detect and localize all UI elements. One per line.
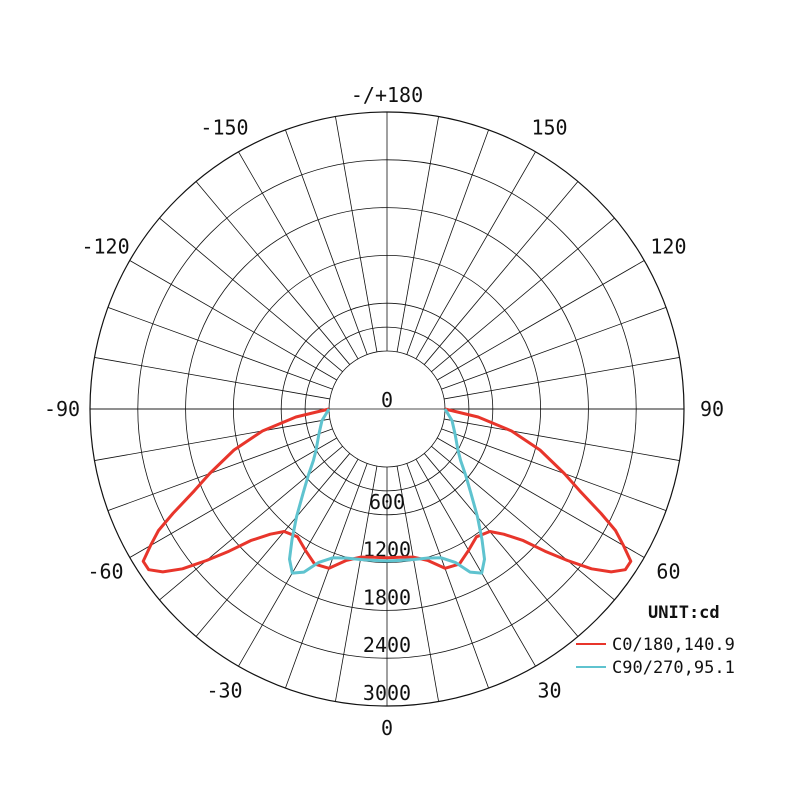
grid-spoke: [107, 428, 333, 511]
radial-tick-label: 0: [381, 388, 393, 412]
angle-label: 90: [700, 397, 724, 421]
grid-spoke: [437, 260, 645, 381]
grid-spoke: [431, 445, 615, 601]
grid-spoke: [238, 459, 359, 667]
angle-label: 60: [656, 560, 680, 584]
angle-label: 0: [381, 716, 393, 740]
angle-label: -150: [200, 116, 248, 140]
grid-spoke: [431, 217, 615, 373]
angle-label: -/+180: [351, 83, 423, 107]
angle-label: -30: [206, 678, 242, 702]
grid-spoke: [406, 129, 489, 355]
legend: UNIT:cd C0/180,140.9 C90/270,95.1: [576, 603, 735, 678]
grid-spoke: [107, 307, 333, 390]
grid-spoke: [159, 217, 343, 373]
series-curve-0: [141, 407, 633, 574]
radial-tick-label: 2400: [363, 633, 411, 657]
grid-spoke: [415, 151, 536, 359]
angle-label: -120: [81, 235, 129, 259]
grid-spoke: [437, 437, 645, 558]
grid-spoke: [159, 445, 343, 601]
grid-spoke: [129, 437, 337, 558]
grid-spoke: [195, 453, 351, 637]
grid-spoke: [285, 129, 368, 355]
angle-labels: 0 30 60 90 120 150 -/+180 -150 -120 -90 -60 -30: [44, 83, 724, 740]
series-curve-1: [288, 408, 486, 575]
grid-spoke: [94, 418, 330, 461]
grid-spoke: [238, 151, 359, 359]
grid-spoke: [396, 466, 439, 702]
grid-spoke: [195, 181, 351, 365]
grid-spoke: [423, 453, 579, 637]
series-curves: [141, 407, 633, 575]
grid-spoke: [285, 463, 368, 689]
unit-label: UNIT:cd: [648, 603, 720, 623]
grid-spoke: [406, 463, 489, 689]
grid-spoke: [396, 116, 439, 352]
angle-label: 150: [531, 116, 567, 140]
legend-label-c90-270: C90/270,95.1: [612, 658, 735, 678]
angle-label: 30: [537, 678, 561, 702]
grid-spoke: [423, 181, 579, 365]
angle-label: -90: [44, 397, 80, 421]
radial-tick-label: 1800: [363, 585, 411, 609]
grid-spoke: [335, 466, 378, 702]
angle-label: -60: [87, 560, 123, 584]
grid-spoke: [441, 428, 667, 511]
grid-spoke: [415, 459, 536, 667]
radial-tick-label: 600: [369, 490, 405, 514]
grid-spoke: [94, 357, 330, 400]
grid-spoke: [335, 116, 378, 352]
polar-grid: [89, 111, 685, 707]
grid-spoke: [444, 418, 680, 461]
grid-spoke: [441, 307, 667, 390]
angle-label: 120: [650, 235, 686, 259]
grid-spoke: [129, 260, 337, 381]
radial-tick-label: 3000: [363, 681, 411, 705]
grid-spoke: [444, 357, 680, 400]
legend-label-c0-180: C0/180,140.9: [612, 635, 735, 655]
